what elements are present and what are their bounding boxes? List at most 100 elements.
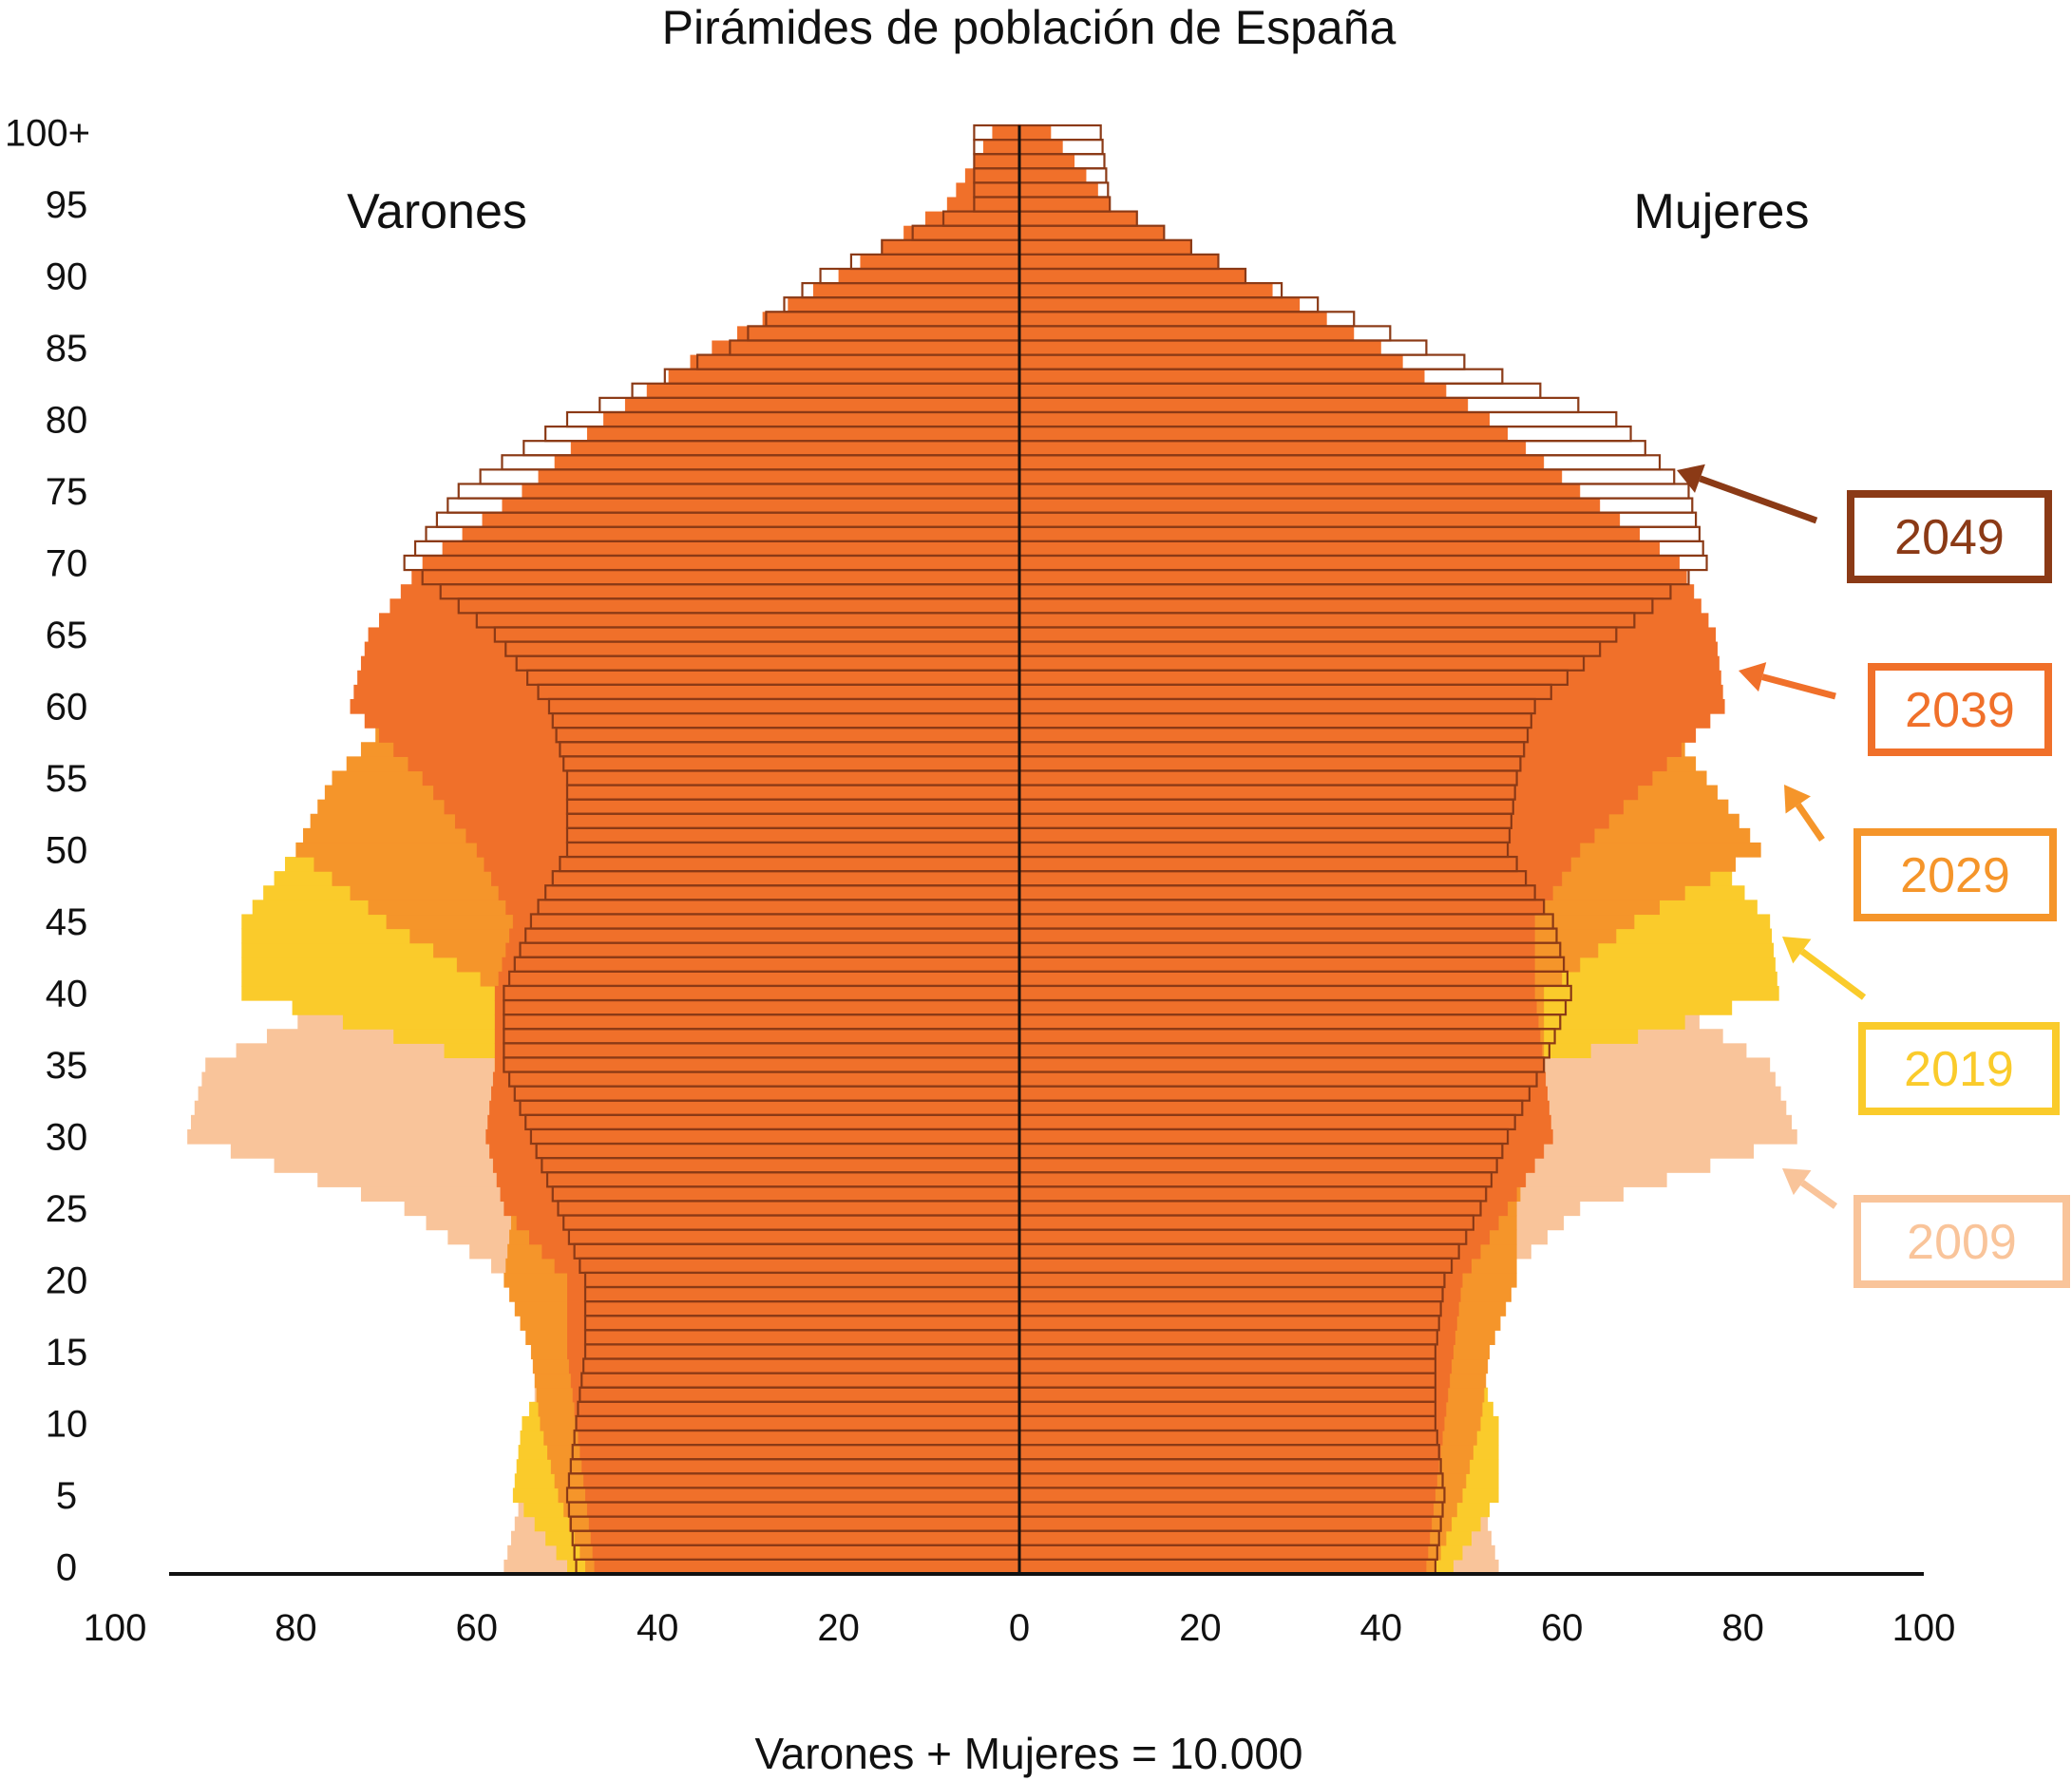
- bar-2039-men-age-100: [992, 125, 1019, 141]
- bar-2039-women-age-96: [1019, 182, 1098, 199]
- bar-2039-men-age-74: [502, 498, 1019, 514]
- bar-2039-men-age-24: [516, 1215, 1019, 1231]
- bar-2039-men-age-90: [838, 268, 1019, 284]
- legend-item-2019: 2019: [1782, 937, 2060, 1115]
- legend-item-2039: 2039: [1739, 662, 2052, 756]
- bar-2039-men-age-47: [498, 885, 1019, 900]
- bar-2039-women-age-91: [1019, 254, 1219, 270]
- bar-2039-women-age-100: [1019, 125, 1052, 141]
- age-tick-label: 30: [46, 1116, 88, 1158]
- age-tick-label: 75: [46, 471, 88, 513]
- bar-2039-women-age-31: [1019, 1114, 1551, 1130]
- bar-2039-men-age-46: [505, 900, 1019, 916]
- bar-2039-men-age-11: [574, 1401, 1019, 1417]
- bar-2039-men-age-44: [509, 928, 1019, 944]
- bar-2039-women-age-12: [1019, 1387, 1449, 1403]
- bar-2039-women-age-8: [1019, 1445, 1441, 1460]
- bar-2039-men-age-58: [378, 728, 1019, 743]
- bar-2039-men-age-97: [964, 168, 1019, 183]
- age-tick-label: 85: [46, 328, 88, 369]
- bar-2039-women-age-49: [1019, 857, 1571, 872]
- legend-arrowhead-2049: [1677, 464, 1705, 493]
- bar-2039-women-age-64: [1019, 641, 1718, 657]
- legend-box-2019: [1858, 1022, 2060, 1115]
- bar-2039-women-age-26: [1019, 1186, 1517, 1203]
- bar-2039-men-age-77: [554, 455, 1019, 470]
- bar-2039-men-age-12: [572, 1387, 1019, 1403]
- bar-2039-women-age-54: [1019, 785, 1639, 801]
- bar-2039-men-age-14: [568, 1358, 1019, 1374]
- bar-2039-men-age-87: [762, 312, 1019, 327]
- bar-2039-women-age-95: [1019, 197, 1111, 213]
- bar-2039-women-age-59: [1019, 713, 1711, 729]
- bar-2039-women-age-38: [1019, 1014, 1539, 1030]
- bar-2039-men-age-62: [357, 670, 1019, 686]
- bar-2039-women-age-42: [1019, 957, 1535, 973]
- bar-2039-men-age-52: [454, 813, 1019, 829]
- bar-2039-women-age-7: [1019, 1459, 1439, 1474]
- legend-label-2009: 2009: [1907, 1215, 2017, 1270]
- bar-2039-men-age-81: [624, 397, 1019, 413]
- legend-box-2049: [1847, 490, 2052, 583]
- bar-2039-women-age-80: [1019, 411, 1491, 427]
- legend-arrowhead-2029: [1784, 785, 1811, 814]
- bar-2039-women-age-89: [1019, 283, 1273, 298]
- bar-2039-women-age-90: [1019, 268, 1245, 284]
- value-tick-label: 0: [1009, 1607, 1030, 1649]
- bar-2039-women-age-85: [1019, 340, 1381, 356]
- bar-2039-men-age-82: [646, 383, 1019, 399]
- age-tick-label: 80: [46, 400, 88, 442]
- bar-2039-men-age-80: [603, 411, 1019, 427]
- bar-2039-men-age-75: [522, 483, 1019, 500]
- bar-2039-men-age-91: [860, 254, 1019, 270]
- legend-label-2049: 2049: [1894, 510, 2005, 565]
- bar-2039-men-age-48: [491, 871, 1019, 886]
- bar-2039-men-age-93: [903, 225, 1019, 241]
- bar-2039-women-age-25: [1019, 1201, 1509, 1217]
- bar-2039-men-age-92: [882, 239, 1019, 256]
- bar-2039-men-age-17: [567, 1316, 1019, 1331]
- bar-2039-men-age-32: [489, 1100, 1019, 1116]
- bar-2039-women-age-50: [1019, 842, 1581, 858]
- bar-2039-women-age-5: [1019, 1487, 1435, 1504]
- legend-box-2039: [1868, 663, 2052, 756]
- bar-2039-men-age-99: [982, 140, 1019, 155]
- age-tick-label: 45: [46, 901, 88, 943]
- bar-2039-men-age-13: [570, 1373, 1019, 1389]
- age-tick-label: 65: [46, 615, 88, 656]
- bar-2039-women-age-69: [1019, 570, 1687, 585]
- bar-2039-men-age-63: [360, 655, 1020, 672]
- legend-arrowhead-2019: [1782, 937, 1812, 964]
- bar-2039-women-age-99: [1019, 140, 1063, 155]
- bar-2039-men-age-61: [353, 684, 1019, 700]
- chart-title: Pirámides de población de España: [662, 1, 1397, 54]
- bar-2039-women-age-23: [1019, 1229, 1491, 1245]
- bar-2039-women-age-43: [1019, 942, 1535, 958]
- bar-2039-women-age-70: [1019, 555, 1680, 571]
- bar-2039-men-age-4: [586, 1502, 1019, 1518]
- bar-2039-men-age-39: [494, 1000, 1019, 1015]
- bar-2039-men-age-69: [411, 570, 1020, 585]
- bar-2039-men-age-65: [368, 627, 1019, 643]
- bar-2039-women-age-24: [1019, 1215, 1499, 1231]
- bar-2039-men-age-43: [505, 942, 1019, 958]
- legend-item-2009: 2009: [1782, 1168, 2070, 1288]
- bar-2039-women-age-35: [1019, 1057, 1545, 1073]
- bar-2039-men-age-15: [567, 1344, 1019, 1360]
- bar-2039-men-age-37: [494, 1029, 1019, 1044]
- bar-2039-men-age-23: [529, 1229, 1019, 1245]
- bar-2039-women-age-3: [1019, 1516, 1433, 1532]
- bar-2039-men-age-0: [594, 1559, 1019, 1575]
- bar-2039-men-age-67: [390, 598, 1020, 614]
- value-tick-label: 60: [1541, 1607, 1584, 1649]
- age-tick-label: 25: [46, 1188, 88, 1230]
- bar-2039-women-age-51: [1019, 827, 1595, 843]
- bar-2039-women-age-93: [1019, 225, 1165, 241]
- bar-2039-men-age-55: [422, 770, 1019, 786]
- bar-2039-women-age-15: [1019, 1344, 1454, 1360]
- bar-2039-men-age-21: [554, 1258, 1019, 1274]
- age-tick-label: 100+: [5, 113, 90, 155]
- bar-2039-women-age-22: [1019, 1243, 1481, 1260]
- value-tick-label: 20: [1179, 1607, 1222, 1649]
